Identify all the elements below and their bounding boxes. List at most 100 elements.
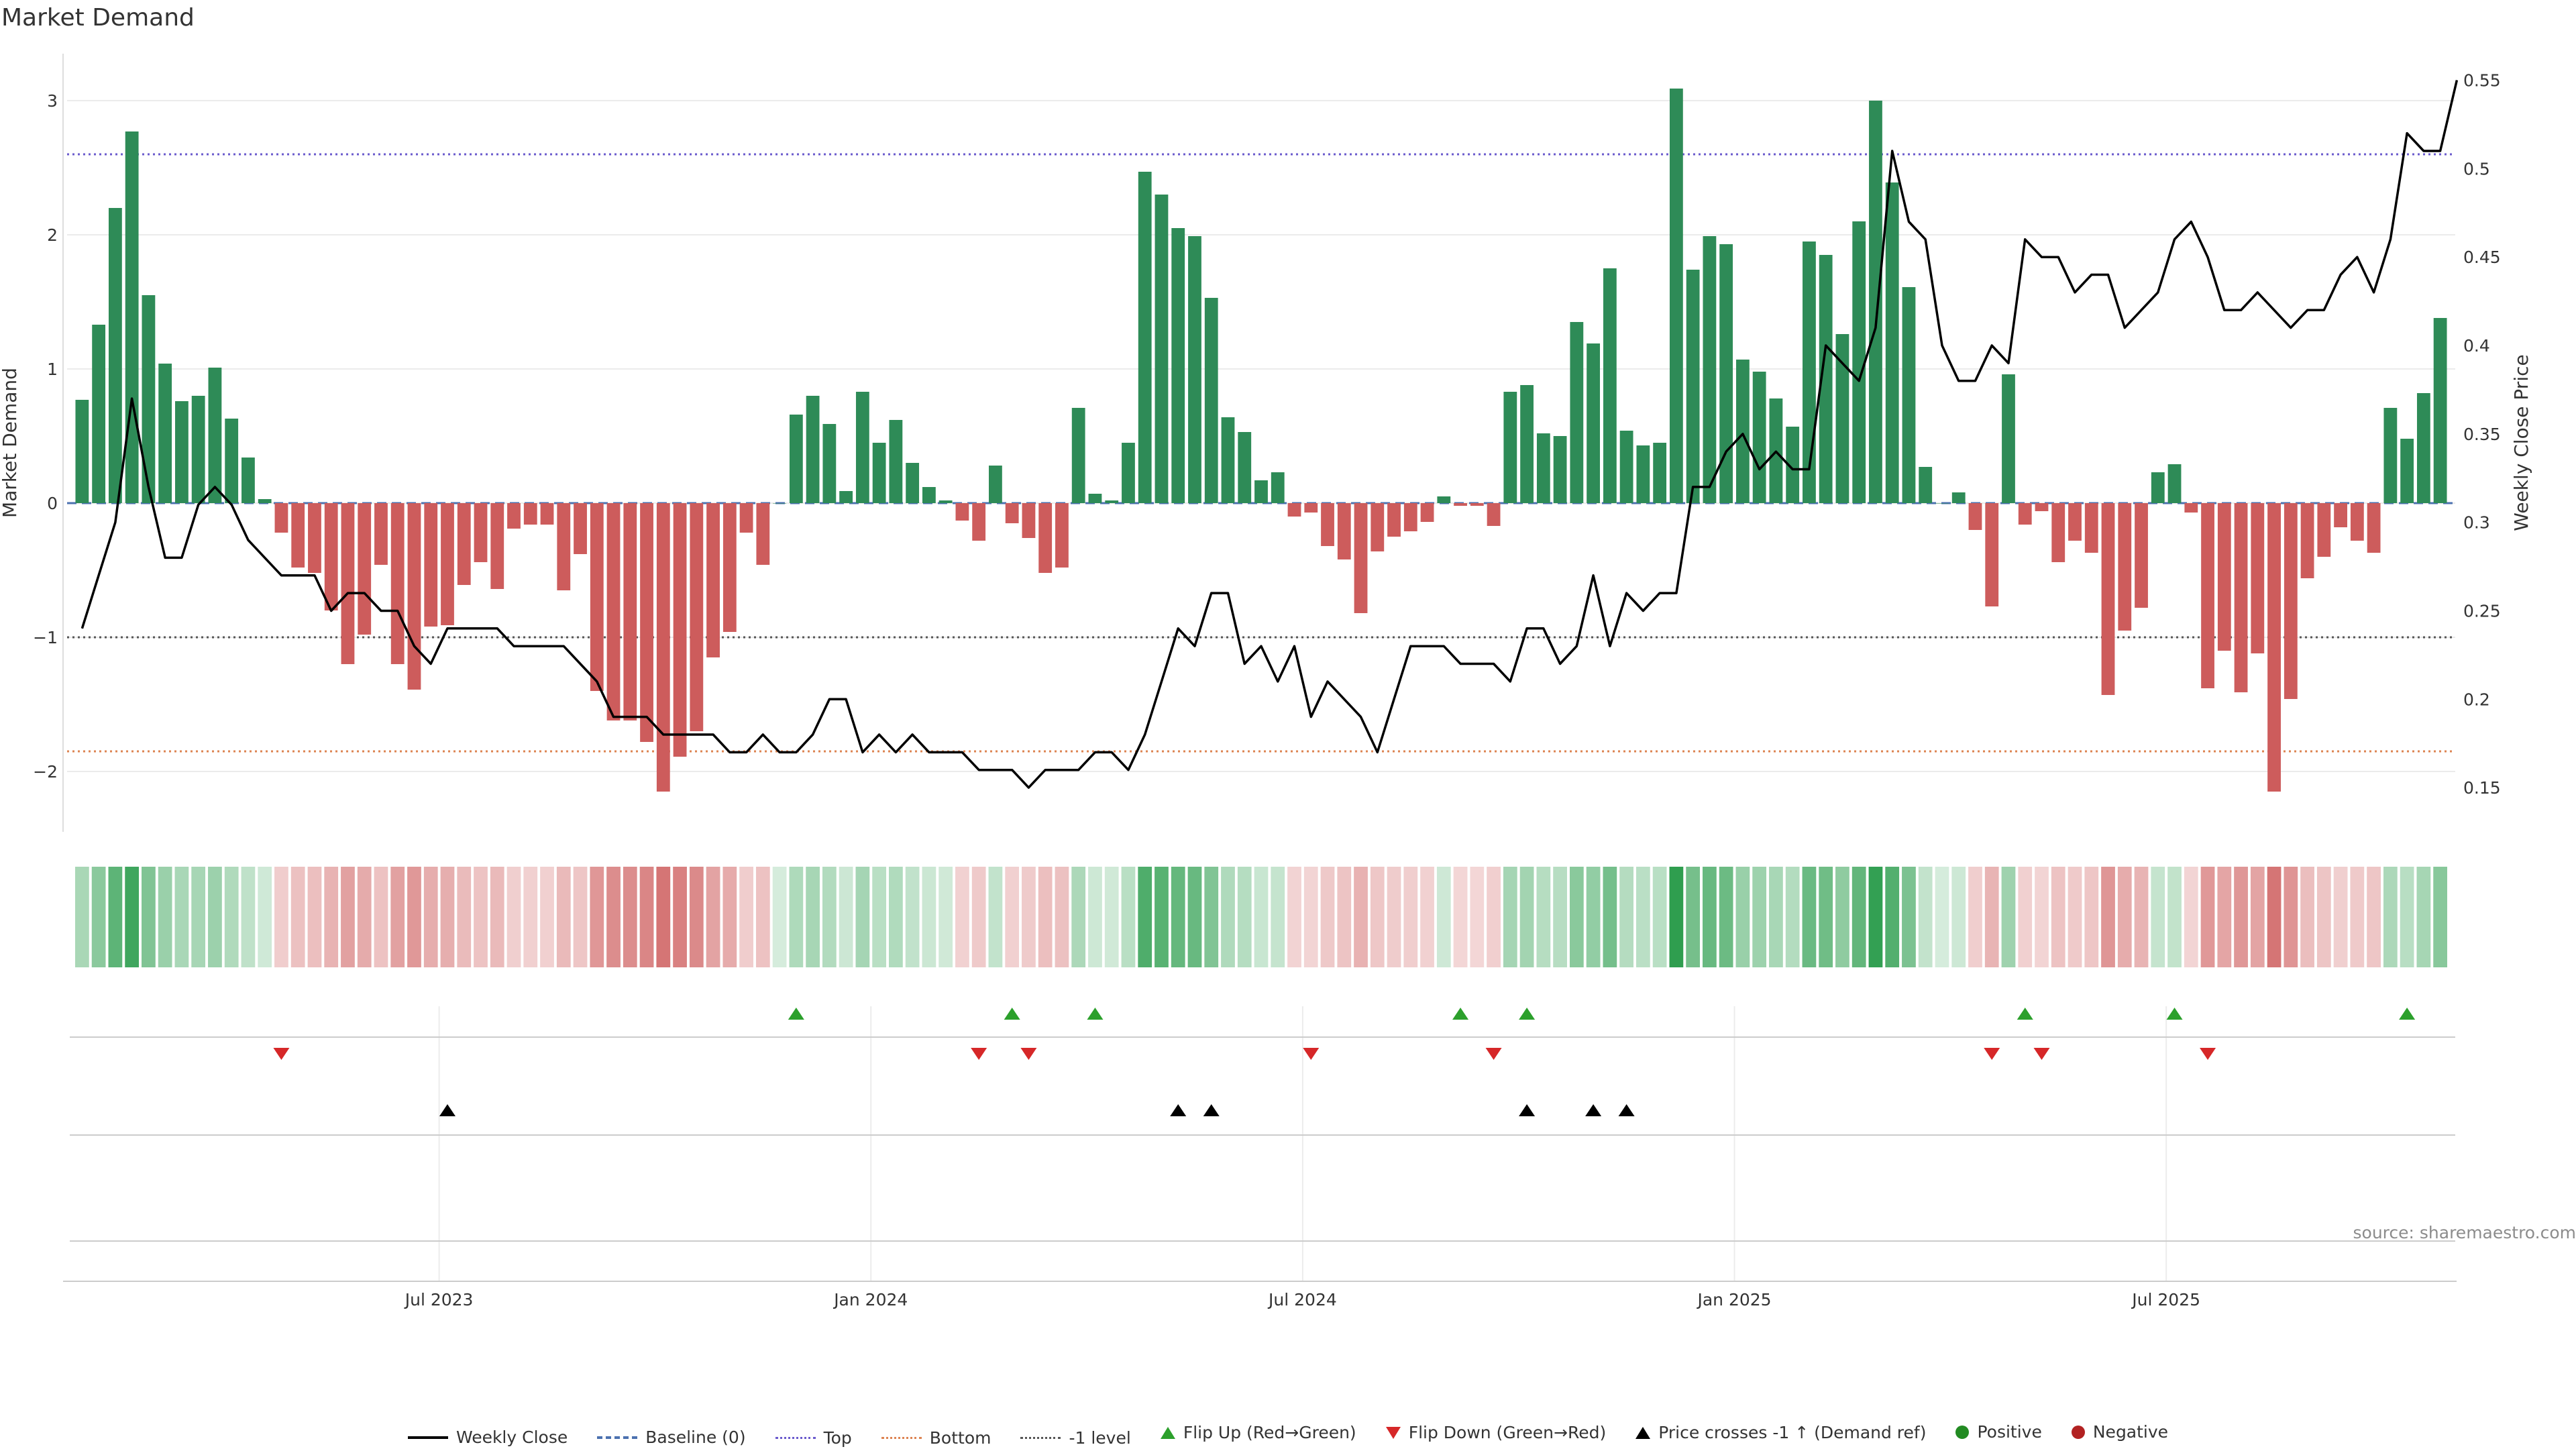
heat-cell bbox=[1519, 867, 1534, 967]
demand-bar bbox=[1503, 392, 1517, 503]
heat-cell bbox=[1586, 867, 1601, 967]
price-cross-marker bbox=[1618, 1104, 1635, 1116]
y2-tick-label: 0.15 bbox=[2463, 778, 2501, 798]
flip-up-marker bbox=[2166, 1008, 2183, 1020]
demand-bar bbox=[1454, 503, 1467, 506]
legend-item: Negative bbox=[2071, 1422, 2168, 1442]
legend-item: Flip Up (Red→Green) bbox=[1160, 1423, 1356, 1442]
flip-up-marker bbox=[1452, 1008, 1469, 1020]
heat-cell bbox=[2101, 867, 2115, 967]
demand-bar bbox=[2300, 503, 2314, 578]
demand-bar bbox=[2433, 318, 2447, 503]
demand-bar bbox=[523, 503, 537, 525]
heat-cell bbox=[889, 867, 903, 967]
heat-cell bbox=[1819, 867, 1833, 967]
heat-cell bbox=[1320, 867, 1335, 967]
flip-up-marker bbox=[788, 1008, 804, 1020]
price-cross-marker bbox=[439, 1104, 455, 1116]
heat-cell bbox=[855, 867, 870, 967]
demand-bar bbox=[2400, 439, 2414, 503]
heat-cell bbox=[1851, 867, 1866, 967]
heat-cell bbox=[839, 867, 853, 967]
x-tick-label: Jul 2023 bbox=[404, 1290, 474, 1309]
demand-bar bbox=[989, 466, 1002, 503]
heat-cell bbox=[556, 867, 571, 967]
demand-bar bbox=[407, 503, 421, 690]
y-axis-label: Market Demand bbox=[0, 368, 21, 518]
demand-bar bbox=[1835, 334, 1849, 503]
heat-cell bbox=[2300, 867, 2314, 967]
demand-bar bbox=[324, 503, 338, 610]
heat-cell bbox=[656, 867, 671, 967]
heat-cell bbox=[2250, 867, 2265, 967]
heat-cell bbox=[1022, 867, 1036, 967]
flip-up-marker bbox=[1004, 1008, 1020, 1020]
demand-bar bbox=[1071, 408, 1085, 503]
heat-cell bbox=[1635, 867, 1650, 967]
demand-bar bbox=[258, 499, 272, 503]
heat-cell bbox=[2184, 867, 2198, 967]
heat-cell bbox=[1271, 867, 1285, 967]
demand-bar bbox=[457, 503, 471, 585]
heat-cell bbox=[2035, 867, 2049, 967]
price-cross-marker bbox=[1519, 1104, 1536, 1116]
demand-bar bbox=[2251, 503, 2265, 653]
heat-cell bbox=[639, 867, 654, 967]
heat-cell bbox=[224, 867, 239, 967]
demand-bar bbox=[1520, 385, 1534, 503]
heat-cell bbox=[1968, 867, 1982, 967]
demand-bar bbox=[1005, 503, 1019, 523]
y2-axis-label: Weekly Close Price bbox=[2510, 354, 2532, 531]
heat-cell bbox=[1005, 867, 1020, 967]
y2-tick-label: 0.3 bbox=[2463, 513, 2490, 533]
heat-cell bbox=[2400, 867, 2414, 967]
demand-bar bbox=[1122, 443, 1135, 503]
demand-bar bbox=[474, 503, 488, 562]
demand-bar bbox=[1919, 467, 1933, 503]
demand-bar bbox=[1703, 236, 1717, 503]
demand-bar bbox=[490, 503, 504, 589]
heat-cell bbox=[590, 867, 604, 967]
heat-cell bbox=[1204, 867, 1219, 967]
demand-bar bbox=[906, 463, 920, 503]
weekly-close-line bbox=[80, 80, 2459, 789]
flip-down-marker bbox=[2033, 1048, 2050, 1060]
legend-swatch bbox=[881, 1436, 922, 1439]
demand-bar bbox=[1337, 503, 1351, 559]
demand-bar bbox=[2002, 374, 2015, 503]
y-tick-label: 1 bbox=[47, 360, 58, 379]
demand-bar bbox=[1852, 221, 1866, 503]
heat-cell bbox=[689, 867, 704, 967]
heat-cell bbox=[174, 867, 189, 967]
demand-bar bbox=[2284, 503, 2298, 699]
source-note: source: sharemaestro.com bbox=[2353, 1223, 2576, 1242]
demand-bar bbox=[889, 420, 903, 503]
heat-cell bbox=[506, 867, 521, 967]
legend-swatch bbox=[775, 1436, 816, 1439]
heat-cell bbox=[971, 867, 986, 967]
demand-bar bbox=[2184, 503, 2198, 513]
heat-cell bbox=[357, 867, 372, 967]
demand-bar bbox=[374, 503, 388, 565]
demand-bar bbox=[1238, 432, 1252, 503]
demand-bar bbox=[773, 503, 786, 504]
demand-bar bbox=[2084, 503, 2098, 553]
legend-swatch bbox=[597, 1436, 638, 1439]
demand-bar bbox=[1204, 298, 1218, 503]
demand-bar bbox=[424, 503, 438, 627]
heat-cell bbox=[423, 867, 438, 967]
demand-bar bbox=[590, 503, 604, 691]
heat-cell bbox=[1769, 867, 1783, 967]
demand-bar bbox=[1536, 433, 1550, 503]
demand-bar bbox=[640, 503, 653, 742]
heat-cell bbox=[573, 867, 588, 967]
axes: −2 −1 0 1 2 3 0.15 0.2 0.25 0.3 0.35 0.4 0.45 0.5 0.55… bbox=[33, 54, 2501, 1309]
heat-cell bbox=[673, 867, 687, 967]
x-tick-label: Jan 2024 bbox=[833, 1290, 908, 1309]
demand-bar bbox=[1420, 503, 1434, 522]
heat-cell bbox=[1436, 867, 1451, 967]
heat-cell bbox=[1669, 867, 1684, 967]
heat-cell bbox=[2333, 867, 2348, 967]
legend-label: Flip Down (Green→Red) bbox=[1408, 1423, 1607, 1442]
legend-item: -1 level bbox=[1020, 1428, 1131, 1448]
